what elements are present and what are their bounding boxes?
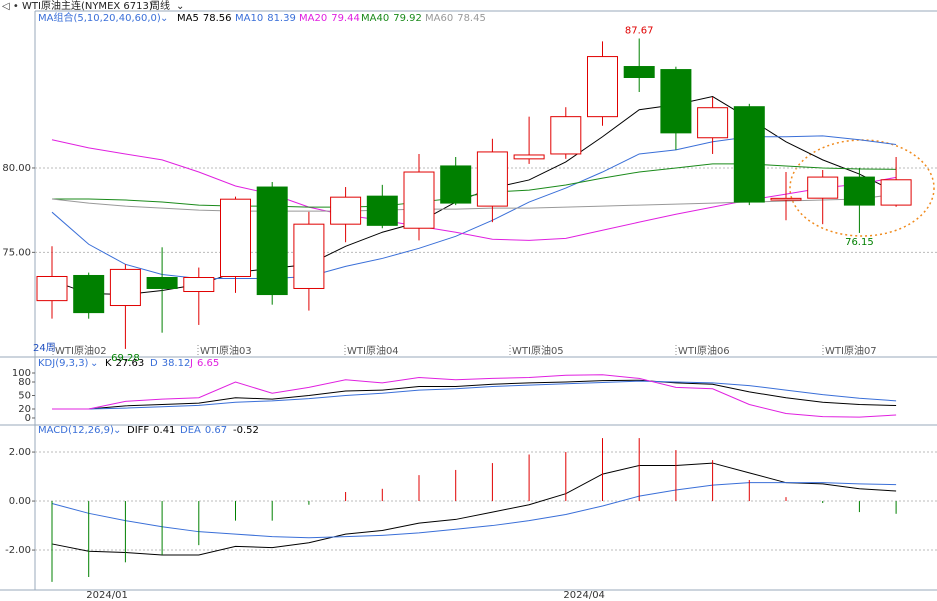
legend-entry: DIFF 0.41 [127, 425, 175, 436]
y-tick-label: 80 [18, 377, 31, 388]
y-tick-label: 80.00 [2, 163, 31, 174]
high-label: 87.67 [625, 26, 654, 37]
contract-label: WTI原油05 [512, 344, 564, 357]
legend-name: DIFF [127, 425, 149, 436]
low-label: 76.15 [845, 237, 874, 248]
x-tick-label: 2024/04 [563, 590, 605, 601]
candle-body [770, 197, 802, 201]
legend-entry: K 27.63 [105, 358, 144, 369]
y-tick-label: 75.00 [2, 247, 31, 258]
legend-entry: J 6.65 [189, 358, 219, 369]
legend-entry: MA5 78.56 [177, 13, 231, 24]
legend-value: 79.92 [393, 13, 422, 24]
candle-body [843, 176, 875, 206]
legend-entry: MA20 79.44 [299, 13, 360, 24]
period-arrow[interactable]: ⌄ [176, 1, 184, 12]
legend-arrow: ⌄ [160, 13, 168, 24]
low-label: 69.28 [111, 353, 140, 364]
candle-body [880, 179, 912, 206]
line-dea [51, 482, 897, 539]
legend-name: MA20 [299, 13, 327, 24]
x-tick-label: 2024/01 [86, 590, 128, 601]
legend-value: 27.63 [116, 358, 145, 369]
legend-entry: MA60 78.45 [425, 13, 486, 24]
candle-body [513, 154, 545, 160]
contract-label: WTI原油02 [55, 344, 107, 357]
candle-body [623, 66, 655, 78]
symbol[interactable]: WTI原油主连(NYMEX 6713) [22, 0, 153, 12]
legend-value: 79.44 [331, 13, 360, 24]
line-k [52, 379, 897, 410]
menu-icon[interactable]: ◁ • [2, 1, 19, 12]
legend-value: 78.45 [457, 13, 486, 24]
line-diff [51, 462, 897, 556]
y-tick-label: 100 [12, 368, 31, 379]
candle-body [146, 277, 178, 289]
line-j [52, 374, 897, 418]
candle-body [476, 151, 508, 207]
y-tick-label: 2.00 [9, 447, 31, 458]
legend-name: MA40 [361, 13, 389, 24]
candle-body [733, 106, 765, 203]
legend-value: 78.56 [203, 13, 232, 24]
candle-body [440, 165, 472, 204]
legend-value: 38.12 [162, 358, 191, 369]
legend-name: MA60 [425, 13, 453, 24]
candle-body [587, 56, 618, 118]
legend-value: 6.65 [197, 358, 219, 369]
candle-body [293, 223, 325, 289]
candle-body [220, 198, 251, 277]
legend-entry: D 38.12 [150, 358, 190, 369]
legend-title: KDJ(9,3,3) [38, 358, 89, 369]
candle-body [403, 171, 435, 229]
legend-entry: MA10 81.39 [235, 13, 296, 24]
period[interactable]: 周线 [150, 0, 170, 12]
candle-body [330, 196, 362, 225]
legend-name: J [189, 358, 193, 369]
legend-entry: MA40 79.92 [361, 13, 422, 24]
candle-body [550, 116, 582, 155]
contract-label: WTI原油04 [347, 344, 399, 357]
legend-value: 81.39 [267, 13, 296, 24]
contract-label: WTI原油06 [678, 344, 730, 357]
candle-body [109, 268, 141, 307]
candle-body [807, 176, 839, 199]
y-tick-label: -2.00 [5, 545, 31, 556]
legend-name: K [105, 358, 112, 369]
candle-body [36, 275, 68, 302]
y-tick-label: 20 [18, 404, 31, 415]
contract-label: WTI原油07 [825, 344, 877, 357]
legend-name: MA5 [177, 13, 199, 24]
contract-label: WTI原油03 [200, 344, 252, 357]
legend-value: 0.67 [205, 425, 227, 436]
legend-name: D [150, 358, 158, 369]
legend-arrow: ⌄ [113, 425, 121, 436]
candle-body [697, 107, 729, 139]
legend-name: MA10 [235, 13, 263, 24]
legend-value: 0.41 [153, 425, 175, 436]
legend-name: DEA [180, 425, 201, 436]
candle-body [256, 186, 288, 296]
legend-arrow: ⌄ [90, 358, 98, 369]
y-tick-label: 0 [25, 413, 31, 424]
candle-body [366, 195, 398, 226]
candle-body [73, 274, 105, 314]
legend-title: MA组合(5,10,20,40,60,0) [38, 11, 161, 24]
line-d [52, 380, 897, 410]
legend-entry: DEA 0.67 [180, 425, 227, 436]
candle-body [183, 277, 215, 293]
period-label: 24周 [33, 342, 56, 354]
y-tick-label: 50 [18, 390, 31, 401]
candle-body [660, 69, 692, 134]
y-tick-label: 0.00 [9, 496, 31, 507]
legend-value: -0.52 [233, 425, 259, 436]
legend-title: MACD(12,26,9) [38, 425, 114, 436]
